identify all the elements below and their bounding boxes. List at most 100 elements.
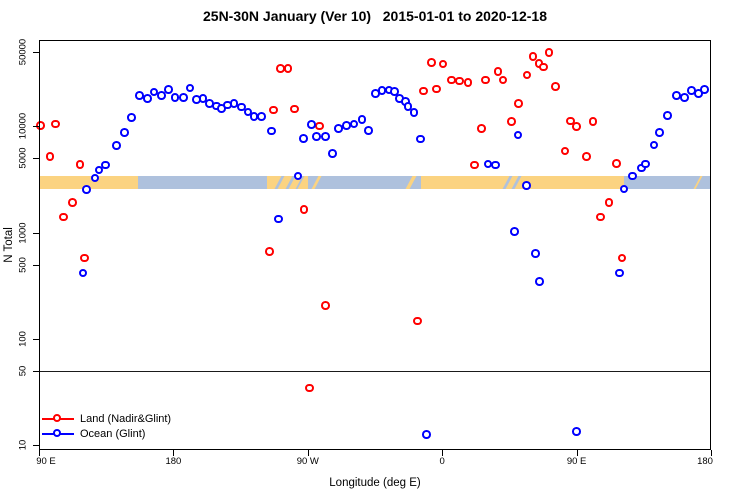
data-point-land bbox=[455, 76, 464, 86]
data-point-land bbox=[51, 119, 61, 129]
data-point-ocean bbox=[243, 107, 253, 117]
data-point-ocean bbox=[491, 160, 500, 170]
data-point-ocean bbox=[672, 91, 681, 100]
data-point-land bbox=[604, 198, 614, 208]
data-point-land bbox=[427, 58, 436, 67]
y-tick-label: 10000 bbox=[17, 113, 29, 140]
data-point-ocean bbox=[357, 115, 367, 124]
data-point-ocean bbox=[135, 91, 144, 100]
data-point-land bbox=[572, 122, 581, 131]
x-tick bbox=[307, 450, 309, 456]
data-point-land bbox=[463, 77, 473, 87]
data-point-ocean bbox=[274, 214, 283, 224]
data-point-land bbox=[544, 48, 554, 57]
data-point-ocean bbox=[179, 93, 188, 103]
y-tick bbox=[33, 370, 39, 372]
y-tick-label: 5000 bbox=[17, 147, 29, 169]
data-point-ocean bbox=[615, 268, 625, 278]
y-tick bbox=[33, 52, 39, 53]
chart-title: 25N-30N January (Ver 10) 2015-01-01 to 2… bbox=[203, 8, 547, 24]
x-tick bbox=[711, 450, 712, 456]
data-point-land bbox=[265, 247, 274, 257]
data-point-land bbox=[59, 212, 68, 222]
y-tick bbox=[33, 264, 39, 266]
data-point-ocean bbox=[680, 93, 689, 103]
data-point-ocean bbox=[364, 125, 374, 135]
data-point-ocean bbox=[321, 132, 330, 141]
data-point-ocean bbox=[299, 134, 309, 143]
data-point-land bbox=[447, 75, 456, 85]
x-tick-label: 180 bbox=[697, 456, 713, 467]
x-axis-title: Longitude (deg E) bbox=[329, 477, 421, 489]
y-axis-title: N Total bbox=[3, 227, 15, 263]
data-point-land bbox=[413, 316, 422, 326]
data-point-land bbox=[290, 104, 299, 114]
data-point-ocean bbox=[409, 108, 419, 117]
y-tick-label: 1000 bbox=[17, 221, 29, 244]
data-point-ocean bbox=[403, 102, 413, 111]
data-point-land bbox=[507, 117, 516, 126]
data-point-ocean bbox=[127, 112, 137, 122]
x-tick bbox=[173, 450, 175, 456]
data-point-land bbox=[45, 152, 55, 162]
x-tick-label: 180 bbox=[165, 456, 182, 467]
data-point-ocean bbox=[416, 134, 425, 144]
data-point-ocean bbox=[112, 141, 121, 150]
x-tick-label: 90 E bbox=[566, 456, 587, 467]
data-point-ocean bbox=[120, 128, 129, 137]
data-point-ocean bbox=[390, 87, 399, 96]
data-point-ocean bbox=[185, 83, 195, 93]
data-point-land bbox=[566, 116, 576, 126]
data-point-land bbox=[68, 198, 77, 208]
data-point-ocean bbox=[237, 102, 246, 112]
data-point-ocean bbox=[649, 140, 659, 150]
data-point-land bbox=[498, 75, 508, 85]
y-tick-label: 500 bbox=[17, 256, 29, 273]
data-point-ocean bbox=[94, 165, 104, 175]
land-series-marker-icon bbox=[42, 413, 74, 424]
data-point-land bbox=[560, 146, 570, 156]
x-tick bbox=[442, 450, 444, 456]
data-point-ocean bbox=[513, 130, 523, 140]
data-point-land bbox=[481, 75, 490, 85]
legend-item-ocean: Ocean (Glint) bbox=[42, 426, 171, 441]
legend: Land (Nadir&Glint) Ocean (Glint) bbox=[42, 411, 171, 441]
data-point-ocean bbox=[257, 112, 266, 121]
y-tick-label: 50 bbox=[17, 365, 29, 377]
data-point-ocean bbox=[510, 227, 520, 236]
data-point-land bbox=[477, 124, 486, 133]
data-point-land bbox=[438, 59, 448, 69]
plot-frame bbox=[39, 40, 711, 450]
band-segment-land bbox=[39, 176, 138, 189]
data-point-land bbox=[75, 160, 85, 169]
data-point-ocean bbox=[198, 94, 208, 103]
data-point-land bbox=[612, 159, 621, 168]
x-tick-label: 0 bbox=[439, 456, 445, 467]
data-point-ocean bbox=[535, 277, 544, 286]
data-point-ocean bbox=[619, 184, 629, 194]
data-point-land bbox=[80, 253, 89, 263]
data-point-ocean bbox=[293, 171, 303, 181]
x-tick-label: 90 W bbox=[296, 456, 319, 467]
data-point-ocean bbox=[349, 119, 359, 129]
data-point-ocean bbox=[663, 111, 672, 121]
data-point-ocean bbox=[628, 171, 637, 181]
y-tick bbox=[33, 232, 39, 234]
data-point-ocean bbox=[334, 124, 343, 133]
data-point-ocean bbox=[170, 93, 180, 103]
data-point-land bbox=[514, 99, 523, 108]
data-point-ocean bbox=[700, 85, 709, 94]
data-point-ocean bbox=[655, 128, 664, 137]
legend-label-ocean: Ocean (Glint) bbox=[80, 427, 146, 440]
data-point-land bbox=[432, 84, 441, 94]
data-point-ocean bbox=[157, 91, 166, 100]
data-point-land bbox=[315, 121, 325, 131]
data-point-ocean bbox=[78, 268, 88, 278]
data-point-ocean bbox=[164, 85, 173, 94]
y-tick-label: 50000 bbox=[17, 38, 29, 66]
data-point-land bbox=[522, 70, 532, 80]
data-point-land bbox=[588, 116, 598, 126]
data-point-land bbox=[596, 212, 605, 222]
data-point-ocean bbox=[572, 427, 581, 436]
